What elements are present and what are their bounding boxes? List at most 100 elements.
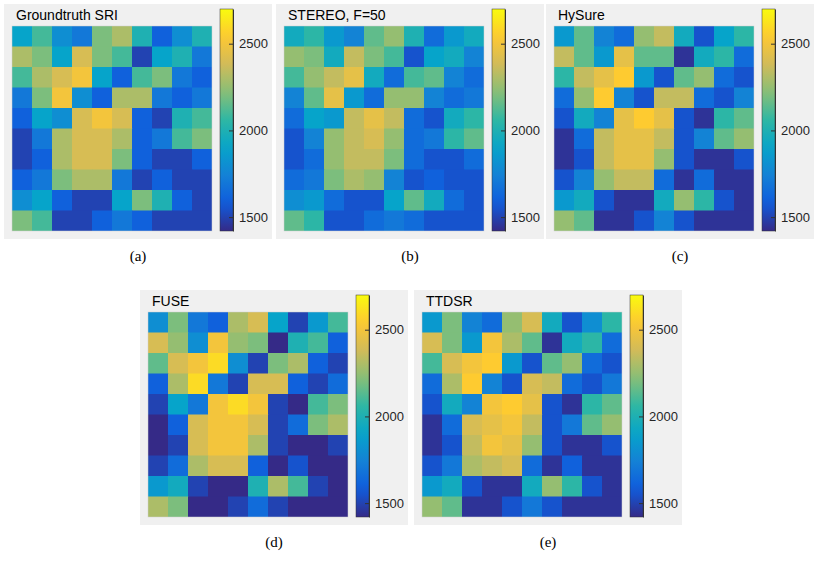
heatmap-cell: [344, 67, 365, 88]
colorbar-tick: 2000: [229, 123, 268, 138]
heatmap-cell: [594, 190, 615, 211]
heatmap-cell: [594, 67, 615, 88]
tick-mark: [639, 330, 643, 331]
tick-mark: [365, 416, 369, 417]
heatmap-cell: [152, 190, 173, 211]
heatmap-cell: [328, 374, 348, 395]
heatmap-cell: [404, 88, 425, 109]
heatmap-cell: [364, 129, 385, 150]
heatmap-cell: [404, 190, 425, 211]
heatmap-cell: [734, 47, 754, 68]
colorbar-axis-line: [643, 296, 644, 518]
heatmap-cell: [288, 415, 309, 436]
colorbar-tick: 2500: [229, 36, 268, 51]
heatmap-cell: [654, 26, 675, 47]
heatmap-cell: [168, 497, 189, 518]
heatmap-cell: [404, 47, 425, 68]
colorbar: [356, 295, 369, 517]
heatmap-cell: [462, 476, 483, 497]
heatmap-cell: [152, 129, 173, 150]
heatmap-cell: [614, 170, 635, 191]
heatmap-cell: [602, 415, 622, 436]
heatmap-cell: [442, 394, 463, 415]
heatmap-cell: [542, 374, 563, 395]
heatmap-cell: [442, 353, 463, 374]
heatmap-cell: [172, 67, 193, 88]
heatmap-cell: [12, 170, 33, 191]
heatmap-cell: [32, 88, 53, 109]
tick-mark: [771, 130, 775, 131]
heatmap-cell: [344, 211, 365, 232]
heatmap-cell: [404, 108, 425, 129]
heatmap-cell: [482, 312, 503, 333]
heatmap-cell: [422, 312, 443, 333]
heatmap-cell: [32, 170, 53, 191]
heatmap-cell: [148, 312, 169, 333]
colorbar-axis: 150020002500: [365, 296, 404, 518]
heatmap-cell: [248, 435, 269, 456]
heatmap-cell: [384, 129, 405, 150]
heatmap-cell: [192, 67, 212, 88]
heatmap-cell: [148, 456, 169, 477]
colorbar-axis-line: [505, 10, 506, 232]
heatmap-cell: [328, 456, 348, 477]
heatmap-cell: [554, 170, 575, 191]
tick-label: 2000: [375, 409, 404, 424]
heatmap-cell: [582, 333, 603, 354]
heatmap-cell: [112, 170, 133, 191]
heatmap-cell: [228, 333, 249, 354]
heatmap-cell: [602, 394, 622, 415]
heatmap-cell: [542, 476, 563, 497]
tick-label: 1500: [781, 210, 810, 225]
heatmap-cell: [424, 170, 445, 191]
heatmap-cell: [188, 394, 209, 415]
heatmap-cell: [694, 149, 715, 170]
heatmap-cell: [562, 312, 583, 333]
tick-mark: [229, 44, 233, 45]
heatmap-cell: [148, 476, 169, 497]
heatmap-cell: [462, 435, 483, 456]
heatmap-cell: [614, 67, 635, 88]
heatmap-cell: [132, 67, 153, 88]
heatmap-cell: [554, 108, 575, 129]
heatmap-cell: [248, 456, 269, 477]
heatmap-cell: [324, 67, 345, 88]
heatmap-cell: [464, 211, 484, 232]
heatmap-cell: [444, 129, 465, 150]
heatmap-cell: [328, 353, 348, 374]
heatmap-cell: [602, 353, 622, 374]
heatmap-cell: [734, 211, 754, 232]
heatmap-cell: [228, 435, 249, 456]
heatmap-cell: [284, 211, 305, 232]
heatmap-cell: [442, 456, 463, 477]
heatmap-cell: [442, 497, 463, 518]
heatmap-cell: [168, 394, 189, 415]
heatmap-cell: [522, 394, 543, 415]
heatmap-cell: [734, 190, 754, 211]
heatmap-cell: [168, 353, 189, 374]
heatmap-cell: [422, 353, 443, 374]
colorbar-tick: 2500: [639, 322, 678, 337]
heatmap-cell: [522, 374, 543, 395]
heatmap-cell: [288, 456, 309, 477]
heatmap-cell: [288, 312, 309, 333]
heatmap-cell: [304, 26, 325, 47]
heatmap-cell: [188, 435, 209, 456]
panel-caption: (c): [672, 248, 689, 265]
heatmap-cell: [522, 497, 543, 518]
heatmap-cell: [634, 211, 655, 232]
heatmap-cell: [384, 88, 405, 109]
heatmap-cell: [634, 129, 655, 150]
heatmap-cell: [542, 456, 563, 477]
heatmap-cell: [614, 190, 635, 211]
heatmap-cell: [654, 190, 675, 211]
heatmap-cell: [542, 435, 563, 456]
heatmap-cell: [444, 190, 465, 211]
heatmap-cell: [188, 353, 209, 374]
heatmap-cell: [364, 170, 385, 191]
heatmap-cell: [562, 497, 583, 518]
heatmap-cell: [714, 211, 735, 232]
heatmap-cell: [208, 312, 229, 333]
panel-caption: (a): [130, 248, 147, 265]
heatmap-cell: [562, 456, 583, 477]
